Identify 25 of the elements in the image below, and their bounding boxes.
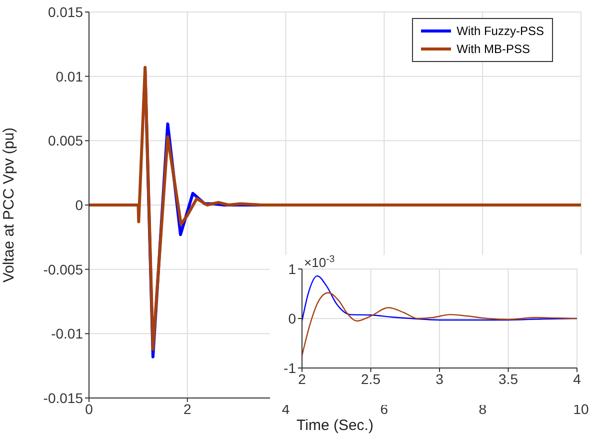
y-tick-label: -1 xyxy=(284,360,296,376)
x-tick-label: 2 xyxy=(298,370,306,387)
x-axis-title: Time (Sec.) xyxy=(296,417,374,434)
annotation: ×10$^{-3}$ xyxy=(304,254,335,270)
x-tick-label: 4 xyxy=(573,370,582,387)
y-tick-label: 0.015 xyxy=(48,4,84,20)
x-tick-label: 2 xyxy=(184,400,192,417)
y-tick-label: 0.01 xyxy=(56,68,84,84)
y-tick-label: 0 xyxy=(288,310,296,326)
y-tick-label: -0.01 xyxy=(51,326,84,342)
y-tick-label: 0.005 xyxy=(48,132,84,149)
x-tick-label: 0 xyxy=(85,400,94,417)
y-tick-label: -0.015 xyxy=(43,390,84,406)
x-tick-label: 4 xyxy=(282,400,290,417)
legend-label: With Fuzzy-PSS xyxy=(456,23,544,40)
y-tick-label: 1 xyxy=(288,260,296,277)
y-tick-label: 0 xyxy=(75,196,84,213)
x-tick-label: 3.5 xyxy=(498,370,518,387)
x-tick-label: 3 xyxy=(436,370,444,387)
y-axis-title: Voltae at PCC Vpv (pu) xyxy=(0,127,18,283)
line-series xyxy=(302,292,577,356)
legend-label: With MB-PSS xyxy=(456,41,530,58)
x-tick-label: 2.5 xyxy=(361,370,381,387)
y-tick-label: -0.005 xyxy=(43,261,84,278)
x-tick-label: 10 xyxy=(573,400,589,417)
